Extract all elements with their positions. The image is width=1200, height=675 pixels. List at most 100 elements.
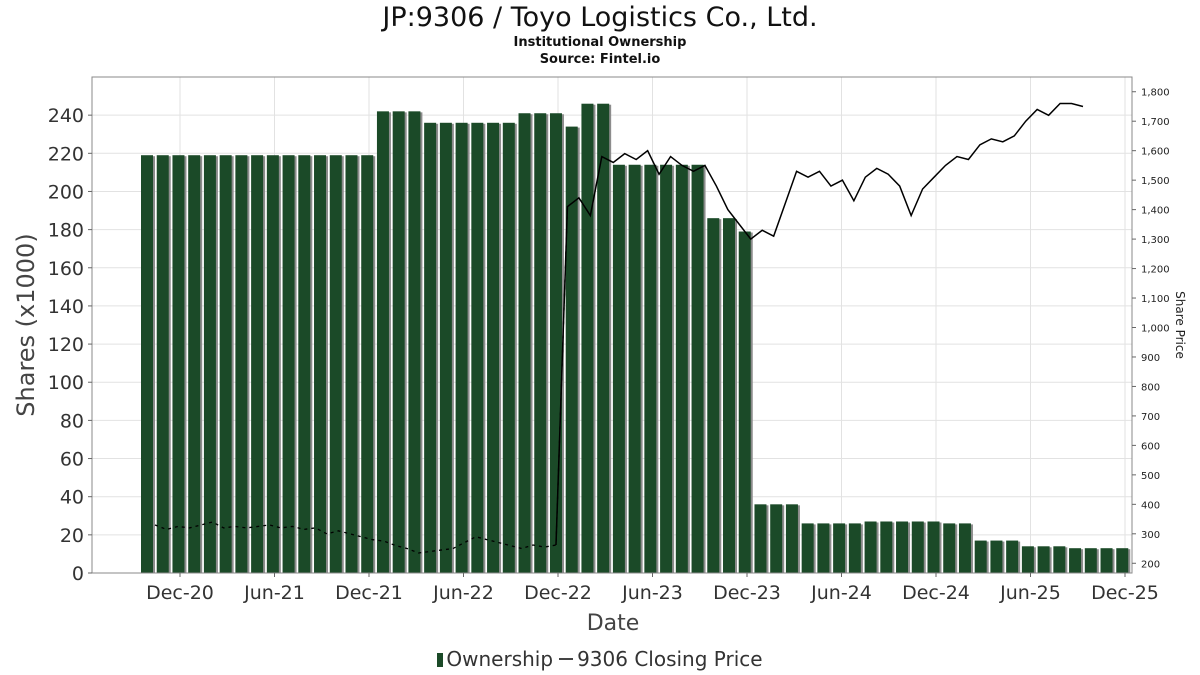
ownership-bars xyxy=(141,103,1131,574)
chart-legend: Ownership 9306 Closing Price xyxy=(0,647,1200,671)
y-tick-label: 140 xyxy=(48,296,84,318)
price-legend-label: 9306 Closing Price xyxy=(577,647,763,671)
y-axis-right: 200 300 400 500 600 700 800 900 1,000 1,100 1,200 1… xyxy=(1132,88,1170,570)
y-tick-label: 40 xyxy=(60,487,84,509)
y-tick-label: 100 xyxy=(48,372,84,394)
ownership-bar xyxy=(911,521,924,573)
ownership-bar xyxy=(534,113,547,573)
ownership-bar xyxy=(1037,546,1050,573)
ownership-bar xyxy=(219,155,232,573)
ownership-bar xyxy=(487,122,500,574)
ownership-bar xyxy=(141,155,153,573)
ownership-bar xyxy=(707,218,720,573)
ownership-bar xyxy=(361,155,374,573)
ownership-bar xyxy=(691,164,704,573)
y2-tick-label: 500 xyxy=(1141,471,1160,482)
ownership-bar xyxy=(628,164,641,573)
ownership-bar xyxy=(644,164,657,573)
ownership-bar xyxy=(439,122,452,574)
ownership-bar xyxy=(188,155,201,573)
ownership-bar xyxy=(549,113,562,573)
ownership-bar xyxy=(660,164,673,573)
y2-axis-label: Share Price xyxy=(1173,291,1187,359)
ownership-bar xyxy=(738,231,751,573)
ownership-bar xyxy=(785,504,798,573)
ownership-bar xyxy=(251,155,264,573)
price-line-series xyxy=(555,102,1084,546)
y2-tick-label: 1,700 xyxy=(1141,117,1170,128)
y-tick-label: 180 xyxy=(48,220,84,242)
ownership-bar xyxy=(927,521,940,573)
ownership-bar xyxy=(974,540,987,573)
x-tick-label: Jun-25 xyxy=(999,582,1061,604)
y2-tick-label: 200 xyxy=(1141,559,1160,570)
y2-tick-label: 1,600 xyxy=(1141,147,1170,158)
chart-subtitle: Institutional Ownership xyxy=(513,35,687,50)
y-tick-label: 20 xyxy=(60,525,84,547)
ownership-bar xyxy=(880,521,893,573)
ownership-legend-label: Ownership xyxy=(446,647,554,671)
y-tick-label: 80 xyxy=(60,410,84,432)
plot-frame xyxy=(91,76,1133,574)
ownership-bar xyxy=(801,523,814,573)
ownership-legend-swatch xyxy=(437,653,444,667)
ownership-bar xyxy=(817,523,830,573)
ownership-bar xyxy=(1053,546,1066,573)
y2-tick-label: 1,500 xyxy=(1141,176,1170,187)
y2-tick-label: 300 xyxy=(1141,530,1160,541)
ownership-bar xyxy=(864,521,877,573)
ownership-bar xyxy=(424,122,437,574)
ownership-bar xyxy=(565,126,578,573)
ownership-bar xyxy=(266,155,279,573)
y2-tick-label: 700 xyxy=(1141,412,1160,423)
ownership-bar xyxy=(943,523,956,573)
x-tick-label: Dec-24 xyxy=(902,582,970,604)
ownership-bar xyxy=(471,122,484,574)
y-tick-label: 120 xyxy=(48,334,84,356)
price-line-behind-bars xyxy=(154,206,569,554)
y-axis-left: 0 20 40 60 80 100 120 140 160 180 200 220 240 xyxy=(48,105,92,585)
ownership-bar xyxy=(612,164,625,573)
y2-tick-label: 800 xyxy=(1141,382,1160,393)
y2-tick-label: 400 xyxy=(1141,500,1160,511)
y-axis-label: Shares (x1000) xyxy=(12,233,40,416)
price-line xyxy=(154,102,1084,554)
ownership-bar xyxy=(518,113,531,573)
ownership-bar xyxy=(597,103,610,573)
y2-tick-label: 900 xyxy=(1141,353,1160,364)
ownership-bar xyxy=(282,155,295,573)
ownership-bar xyxy=(408,111,421,573)
ownership-bar xyxy=(990,540,1003,573)
ownership-bar xyxy=(1100,548,1113,573)
ownership-bar xyxy=(345,155,358,573)
ownership-bar xyxy=(392,111,405,573)
ownership-bar xyxy=(1116,548,1129,573)
ownership-bar xyxy=(1006,540,1019,573)
ownership-bar xyxy=(1021,546,1034,573)
y-tick-label: 60 xyxy=(60,449,84,471)
y2-tick-label: 1,400 xyxy=(1141,206,1170,217)
ownership-bar xyxy=(502,122,515,574)
ownership-bar xyxy=(675,164,688,573)
x-axis: Dec-20 Jun-21 Dec-21 Jun-22 Dec-22 Jun-23 Dec-… xyxy=(146,573,1159,604)
ownership-bar xyxy=(203,155,216,573)
ownership-bar xyxy=(770,504,783,573)
y2-tick-label: 600 xyxy=(1141,441,1160,452)
ownership-bar xyxy=(958,523,971,573)
ownership-bar xyxy=(848,523,861,573)
ownership-bar xyxy=(581,103,594,573)
ownership-bar xyxy=(896,521,909,573)
ownership-bar xyxy=(172,155,185,573)
y2-tick-label: 1,000 xyxy=(1141,324,1170,335)
ownership-bar xyxy=(156,155,169,573)
ownership-bar xyxy=(376,111,389,573)
x-tick-label: Jun-21 xyxy=(243,582,305,604)
y-tick-label: 240 xyxy=(48,105,84,127)
chart-source: Source: Fintel.io xyxy=(539,52,661,67)
ownership-bar xyxy=(1069,548,1082,573)
ownership-bar xyxy=(1084,548,1097,573)
price-legend-swatch xyxy=(559,658,574,660)
y-tick-label: 160 xyxy=(48,258,84,280)
ownership-bar xyxy=(235,155,248,573)
y-tick-label: 220 xyxy=(48,143,84,165)
